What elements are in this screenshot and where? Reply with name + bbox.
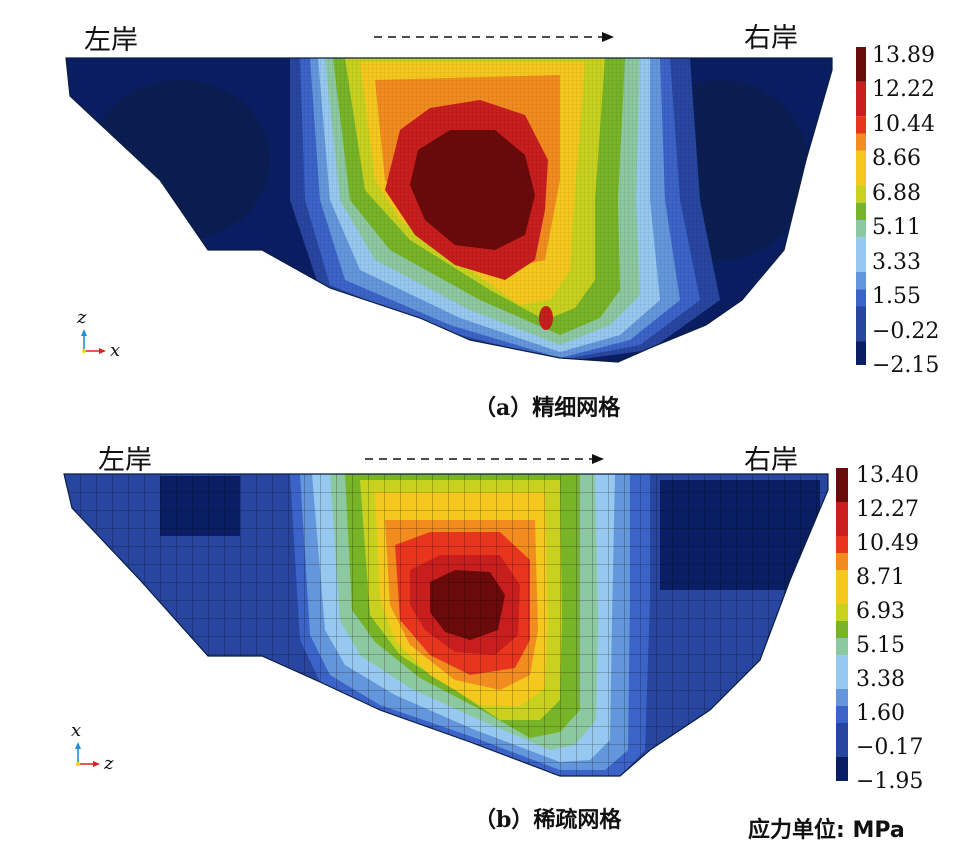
panel-fine-mesh: 左岸 右岸 z x 13.89 12.22 10.44 8.66 6.88 5.… [0, 0, 979, 421]
right-bank-label-b: 右岸 [744, 445, 798, 476]
axis-vertical-label-a: z [77, 307, 87, 328]
colorbar-tick: 10.44 [872, 112, 935, 137]
colorbar-tick: −2.15 [872, 353, 940, 378]
colorbar-tick: 1.55 [872, 284, 921, 309]
colorbar-a [856, 47, 866, 365]
caption-b: （b）稀疏网格 [474, 807, 622, 833]
colorbar-tick: 12.22 [872, 77, 935, 102]
colorbar-tick: 10.49 [856, 531, 919, 556]
axis-horizontal-label-a: x [110, 340, 121, 361]
stress-unit-label: 应力单位: MPa [748, 818, 905, 843]
left-bank-label-a: 左岸 [84, 25, 138, 56]
colorbar-tick: −0.17 [856, 735, 924, 760]
colorbar-b [836, 468, 848, 781]
colorbar-tick: 3.38 [856, 667, 905, 692]
colorbar-tick: 3.33 [872, 250, 921, 275]
coarse-mesh-stress-field [64, 474, 828, 776]
colorbar-tick: 8.66 [872, 146, 921, 171]
caption-a: （a）精细网格 [474, 395, 621, 421]
colorbar-tick: 6.93 [856, 599, 905, 624]
colorbar-tick: −0.22 [872, 319, 940, 344]
axis-triad-b [75, 742, 100, 767]
colorbar-tick: 12.27 [856, 497, 919, 522]
colorbar-tick: 5.15 [856, 633, 905, 658]
colorbar-tick: 1.60 [856, 701, 905, 726]
colorbar-tick: −1.95 [856, 769, 924, 794]
left-bank-label-b: 左岸 [98, 445, 152, 476]
fine-mesh-figure [65, 32, 866, 365]
axis-vertical-label-b: x [71, 720, 82, 741]
right-bank-label-a: 右岸 [744, 23, 798, 54]
axis-horizontal-label-b: z [104, 753, 114, 774]
coarse-mesh-figure [63, 454, 848, 781]
colorbar-tick: 13.40 [856, 463, 919, 488]
colorbar-tick: 13.89 [872, 43, 935, 68]
colorbar-tick: 5.11 [872, 215, 921, 240]
colorbar-tick: 8.71 [856, 565, 905, 590]
axis-triad-a [81, 329, 106, 354]
panel-coarse-mesh: 左岸 右岸 x z 13.40 12.27 10.49 8.71 6.93 5.… [0, 420, 979, 846]
colorbar-tick: 6.88 [872, 181, 921, 206]
fine-mesh-stress-field [66, 58, 832, 362]
